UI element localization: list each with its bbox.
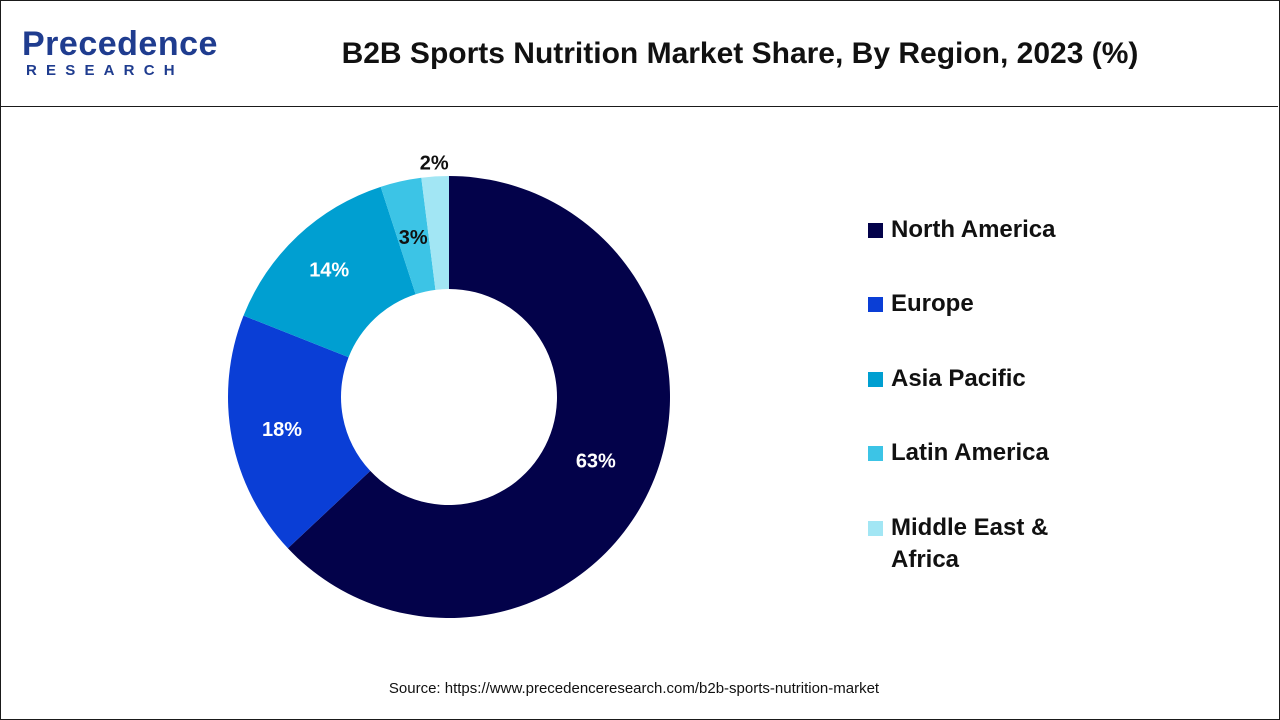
legend-swatch xyxy=(868,521,883,536)
brand-logo: Precedence RESEARCH xyxy=(22,26,222,82)
legend-label: Europe xyxy=(891,290,974,317)
legend-swatch xyxy=(868,297,883,312)
legend-item-north-america: North America xyxy=(868,214,1091,246)
legend-swatch xyxy=(868,446,883,461)
brand-tagline: RESEARCH xyxy=(26,62,184,79)
data-label: 2% xyxy=(420,152,449,174)
donut-slice-latin-america xyxy=(380,177,436,295)
donut-slice-europe xyxy=(228,315,371,549)
data-label: 3% xyxy=(399,227,428,249)
donut-slice-middle-east-africa xyxy=(421,176,449,290)
donut-slice-north-america xyxy=(287,176,670,618)
legend-item-middle-east-africa: Middle East & Africa xyxy=(868,512,1091,576)
legend-item-asia-pacific: Asia Pacific xyxy=(868,363,1091,395)
data-label: 18% xyxy=(262,419,302,441)
chart-title: B2B Sports Nutrition Market Share, By Re… xyxy=(341,37,1139,70)
legend-label: Middle East & Africa xyxy=(891,514,1049,573)
legend-label: Latin America xyxy=(891,439,1049,466)
legend-label: North America xyxy=(891,216,1056,243)
legend-item-latin-america: Latin America xyxy=(868,437,1091,469)
legend-item-europe: Europe xyxy=(868,288,1091,320)
brand-name: Precedence xyxy=(22,25,218,63)
legend-swatch xyxy=(868,372,883,387)
data-label: 14% xyxy=(309,259,349,281)
header: Precedence RESEARCH B2B Sports Nutrition… xyxy=(0,0,1278,107)
source-note: Source: https://www.precedenceresearch.c… xyxy=(388,680,880,697)
data-label: 63% xyxy=(576,451,616,473)
legend-swatch xyxy=(868,223,883,238)
donut-slice-asia-pacific xyxy=(243,186,416,358)
legend-label: Asia Pacific xyxy=(891,365,1026,392)
